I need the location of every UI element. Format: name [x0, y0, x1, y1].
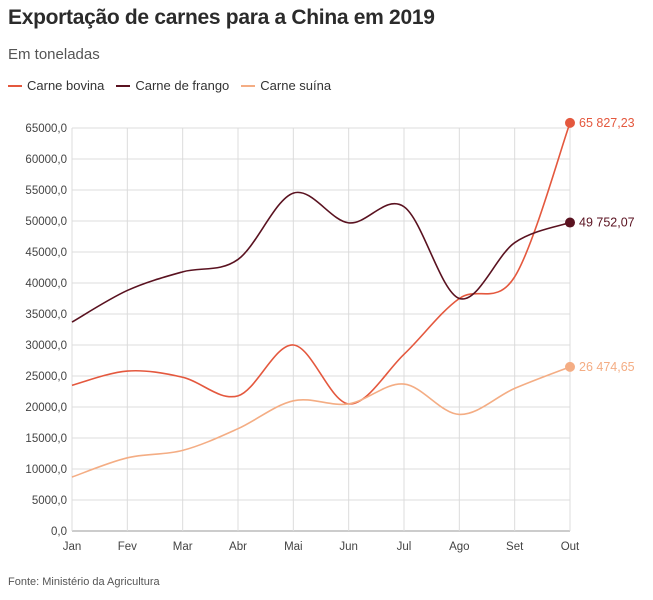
y-tick-label: 0,0	[51, 526, 67, 538]
legend-item-carne-suina: Carne suína	[241, 78, 331, 93]
chart-subtitle: Em toneladas	[8, 46, 100, 63]
x-tick-label: Set	[506, 541, 524, 553]
end-value-label-carne-suina: 26 474,65	[579, 360, 635, 374]
x-tick-label: Fev	[118, 541, 137, 553]
series-line-carne-suina	[71, 366, 571, 478]
x-tick-label: Ago	[449, 541, 469, 553]
y-tick-label: 60000,0	[25, 154, 67, 166]
y-tick-label: 25000,0	[25, 371, 67, 383]
y-tick-label: 40000,0	[25, 278, 67, 290]
x-tick-label: Out	[561, 541, 580, 553]
y-tick-label: 20000,0	[25, 402, 67, 414]
legend-item-carne-de-frango: Carne de frango	[116, 78, 229, 93]
chart-title: Exportação de carnes para a China em 201…	[8, 6, 435, 29]
legend-swatch-carne-de-frango	[116, 84, 131, 87]
legend-label-carne-de-frango: Carne de frango	[135, 78, 230, 93]
series-line-carne-de-frango	[71, 191, 571, 323]
y-tick-label: 10000,0	[25, 464, 67, 476]
source-note: Fonte: Ministério da Agricultura	[8, 576, 160, 588]
y-tick-label: 55000,0	[25, 185, 67, 197]
legend: Carne bovina Carne de frango Carne suína	[8, 78, 343, 93]
legend-item-carne-bovina: Carne bovina	[8, 78, 104, 93]
y-tick-label: 65000,0	[25, 123, 67, 135]
y-tick-label: 30000,0	[25, 340, 67, 352]
end-marker-carne-de-frango	[565, 217, 575, 228]
end-marker-carne-bovina	[565, 117, 575, 128]
x-tick-label: Jul	[397, 541, 412, 553]
series-lines	[71, 122, 571, 478]
legend-swatch-carne-suina	[241, 84, 256, 87]
x-tick-label: Mar	[173, 541, 193, 553]
end-value-label-carne-bovina: 65 827,23	[579, 116, 635, 130]
series-line-carne-bovina	[71, 122, 571, 405]
legend-label-carne-bovina: Carne bovina	[27, 78, 105, 93]
x-tick-label: Jun	[339, 541, 358, 553]
end-marker-carne-suina	[565, 361, 575, 372]
y-tick-label: 35000,0	[25, 309, 67, 321]
y-tick-label: 15000,0	[25, 433, 67, 445]
chart-grid	[71, 127, 571, 532]
x-tick-label: Abr	[229, 541, 247, 553]
y-tick-label: 50000,0	[25, 216, 67, 228]
x-tick-label: Jan	[63, 541, 82, 553]
y-tick-label: 5000,0	[32, 495, 67, 507]
x-tick-label: Mai	[284, 541, 303, 553]
legend-label-carne-suina: Carne suína	[260, 78, 332, 93]
y-axis: 0,0 5000,0 10000,0 15000,0 20000,0 25000,0 300…	[25, 123, 67, 538]
end-markers: 65 827,23 49 752,07 26 474,65	[565, 116, 635, 374]
y-tick-label: 45000,0	[25, 247, 67, 259]
end-value-label-carne-de-frango: 49 752,07	[579, 216, 635, 230]
legend-swatch-carne-bovina	[8, 84, 22, 87]
x-axis: Jan Fev Mar Abr Mai Jun Jul Ago Set Out	[63, 541, 580, 553]
